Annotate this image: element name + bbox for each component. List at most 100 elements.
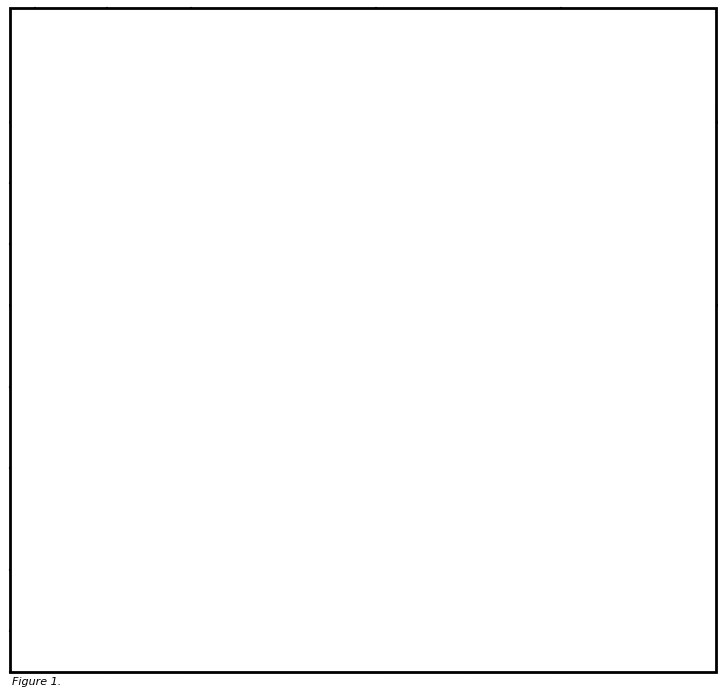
Bar — [468, 142, 561, 162]
Bar — [647, 122, 716, 142]
Text: O: O — [144, 636, 153, 646]
Text: 21: 21 — [323, 148, 336, 158]
Bar — [283, 204, 376, 224]
Text: 22: 22 — [323, 473, 336, 484]
Text: -: - — [420, 392, 424, 402]
Bar — [561, 570, 647, 591]
Bar — [376, 122, 468, 142]
Text: 3-7: 3-7 — [595, 290, 612, 300]
Bar — [561, 326, 647, 346]
Bar — [190, 183, 283, 204]
Text: 56-64: 56-64 — [221, 351, 252, 361]
Bar — [190, 244, 283, 265]
Text: -: - — [420, 575, 424, 585]
Bar — [376, 326, 468, 346]
Text: 42: 42 — [415, 331, 428, 341]
Text: Alclad
7075: Alclad 7075 — [52, 640, 91, 662]
Text: Minimum: Minimum — [210, 107, 264, 117]
Bar — [647, 183, 716, 204]
Bar — [468, 631, 561, 652]
Text: 21: 21 — [508, 575, 521, 585]
Bar — [647, 407, 716, 428]
Bar — [376, 428, 468, 448]
Bar — [647, 529, 716, 550]
Text: T6: T6 — [142, 657, 156, 667]
Text: -: - — [602, 351, 605, 361]
Bar — [647, 326, 716, 346]
Text: 39-40: 39-40 — [407, 412, 437, 422]
Bar — [107, 489, 190, 509]
Text: 16: 16 — [415, 494, 428, 504]
Bar — [561, 285, 647, 305]
Bar — [647, 611, 716, 631]
Text: 4-12: 4-12 — [669, 372, 693, 382]
Bar — [190, 122, 283, 142]
Text: 15-30: 15-30 — [589, 127, 619, 137]
Bar — [190, 428, 283, 448]
Bar — [561, 468, 647, 489]
Text: -: - — [513, 596, 516, 605]
Bar — [10, 305, 36, 672]
Text: -: - — [327, 168, 331, 178]
Bar — [561, 346, 647, 366]
Text: 40: 40 — [323, 575, 336, 585]
Text: 76-77: 76-77 — [221, 596, 252, 605]
Bar — [376, 591, 468, 611]
Text: -: - — [235, 473, 239, 484]
Text: 14: 14 — [508, 392, 521, 402]
Text: 19: 19 — [323, 188, 336, 198]
Text: 67-77: 67-77 — [221, 616, 252, 626]
Text: 58-63: 58-63 — [221, 412, 252, 422]
Text: 11-12: 11-12 — [666, 270, 696, 280]
Text: 12-15: 12-15 — [589, 372, 619, 382]
Bar — [561, 509, 647, 529]
Text: -: - — [680, 575, 683, 585]
Text: O: O — [144, 575, 153, 585]
Text: 12: 12 — [597, 311, 611, 321]
Text: T4: T4 — [142, 494, 156, 504]
Text: 31: 31 — [230, 270, 243, 280]
Text: 58-64: 58-64 — [407, 657, 437, 667]
Bar — [647, 631, 716, 652]
Bar — [190, 591, 283, 611]
Text: -: - — [680, 249, 683, 260]
Bar — [107, 142, 190, 162]
Bar — [468, 326, 561, 346]
Bar — [283, 489, 376, 509]
Text: -: - — [327, 555, 331, 565]
Bar — [647, 162, 716, 183]
Bar — [107, 448, 190, 468]
Text: 38: 38 — [323, 270, 336, 280]
Bar — [376, 305, 468, 326]
Text: 10-16: 10-16 — [589, 555, 619, 565]
Bar — [376, 102, 468, 122]
Text: 36-39: 36-39 — [314, 636, 345, 646]
Bar — [283, 652, 376, 672]
Bar — [376, 387, 468, 407]
Bar — [190, 142, 283, 162]
Text: 4-9: 4-9 — [595, 270, 612, 280]
Bar — [376, 244, 468, 265]
Text: 30: 30 — [230, 555, 243, 565]
Bar — [561, 102, 647, 122]
Bar — [107, 428, 190, 448]
Bar — [468, 550, 561, 570]
Bar — [376, 448, 468, 468]
Text: 20: 20 — [230, 209, 243, 218]
Bar — [561, 244, 647, 265]
Text: -: - — [680, 657, 683, 667]
Text: -: - — [602, 229, 605, 239]
Text: -: - — [680, 636, 683, 646]
Text: Bare
2024: Bare 2024 — [56, 335, 87, 357]
Text: 7-8: 7-8 — [595, 596, 612, 605]
Bar — [561, 407, 647, 428]
Text: -: - — [680, 188, 683, 198]
Text: 31: 31 — [323, 249, 336, 260]
Text: -: - — [235, 311, 239, 321]
Text: 32: 32 — [323, 311, 336, 321]
Bar — [376, 265, 468, 285]
Bar — [283, 631, 376, 652]
Text: -: - — [680, 168, 683, 178]
Text: Alloy: Alloy — [54, 59, 89, 71]
Bar — [468, 204, 561, 224]
